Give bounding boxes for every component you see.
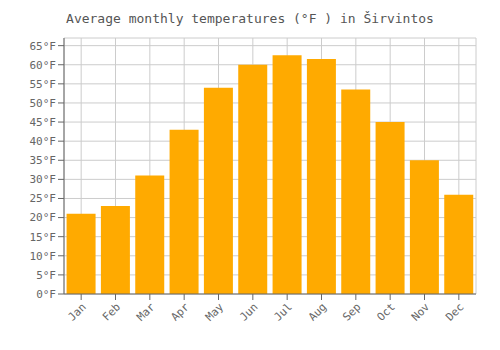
svg-text:50°F: 50°F — [30, 97, 57, 110]
svg-text:65°F: 65°F — [30, 40, 57, 53]
svg-text:0°F: 0°F — [36, 288, 56, 301]
svg-text:Sep: Sep — [340, 300, 363, 323]
svg-text:55°F: 55°F — [30, 78, 57, 91]
svg-text:20°F: 20°F — [30, 211, 57, 224]
svg-text:25°F: 25°F — [30, 192, 57, 205]
svg-text:60°F: 60°F — [30, 59, 57, 72]
svg-text:15°F: 15°F — [30, 231, 57, 244]
svg-text:Feb: Feb — [100, 300, 123, 323]
svg-text:Oct: Oct — [375, 300, 398, 323]
svg-text:Apr: Apr — [169, 300, 193, 324]
svg-text:Aug: Aug — [306, 300, 329, 323]
svg-text:10°F: 10°F — [30, 250, 57, 263]
svg-text:35°F: 35°F — [30, 154, 57, 167]
svg-text:May: May — [203, 300, 227, 324]
svg-text:Jun: Jun — [237, 300, 260, 323]
svg-text:Jan: Jan — [66, 300, 89, 323]
svg-text:Mar: Mar — [134, 300, 158, 324]
svg-text:Dec: Dec — [443, 300, 466, 323]
svg-text:30°F: 30°F — [30, 173, 57, 186]
svg-text:40°F: 40°F — [30, 135, 57, 148]
svg-text:Nov: Nov — [409, 300, 433, 324]
svg-text:45°F: 45°F — [30, 116, 57, 129]
html-text:Average monthly temperatures (: Average monthly temperatures (°F ) in Ši… — [66, 11, 434, 26]
svg-text:Jul: Jul — [272, 300, 295, 323]
svg-text:5°F: 5°F — [36, 269, 56, 282]
